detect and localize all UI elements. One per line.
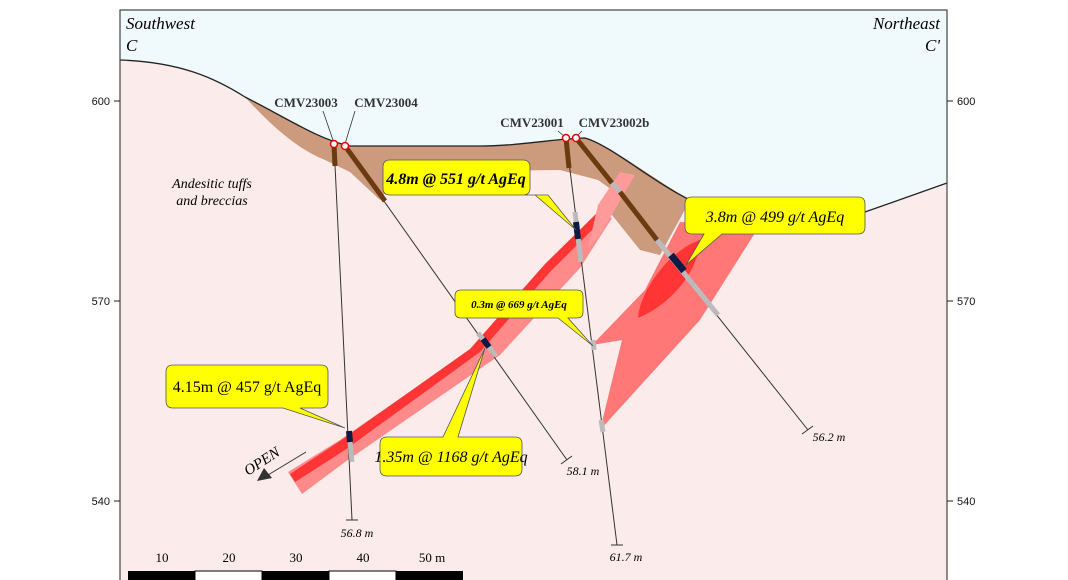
callout-4-8m: 4.8m @ 551 g/t AgEq	[382, 159, 577, 231]
callout-text: 3.8m @ 499 g/t AgEq	[705, 209, 844, 226]
tick-label-540-right: 540	[957, 496, 975, 508]
scale-tick-30: 30	[290, 550, 303, 565]
depth-cmv23001: 61.7 m	[610, 550, 643, 564]
overburden-layer	[245, 97, 690, 255]
vein-halo-upper	[588, 172, 635, 248]
scale-tick-20: 20	[223, 550, 236, 565]
tick-label-600-right: 600	[957, 96, 975, 108]
lithology-label-line1: Andesitic tuffs	[171, 177, 252, 192]
hole-label-cmv23002b: CMV23002b	[579, 115, 650, 130]
section-frame	[119, 9, 948, 580]
vein-core-main	[290, 212, 600, 482]
callout-text: 1.35m @ 1168 g/t AgEq	[374, 449, 527, 466]
hole-label-cmv23004: CMV23004	[354, 95, 418, 110]
callout-1-35m: 1.35m @ 1168 g/t AgEq	[374, 347, 528, 477]
callout-4-15m: 4.15m @ 457 g/t AgEq	[165, 364, 346, 429]
section-label-c-prime: C'	[925, 36, 940, 55]
scale-tick-40: 40	[357, 550, 370, 565]
hole-label-cmv23001: CMV23001	[500, 115, 564, 130]
elevation-axis-right: 600 570 540	[947, 96, 975, 508]
callout-3-8m: 3.8m @ 499 g/t AgEq	[684, 196, 866, 266]
lithology-label-line2: and breccias	[176, 194, 248, 209]
depth-cmv23002b: 56.2 m	[813, 430, 846, 444]
scale-tick-50m: 50 m	[419, 550, 445, 565]
arrowhead-icon	[257, 468, 272, 481]
direction-northeast: Northeast	[872, 14, 941, 33]
drillhole-cmv23002b	[571, 130, 814, 435]
vein-halo-right	[592, 222, 760, 430]
tick-label-600: 600	[92, 96, 110, 108]
direction-southwest: Southwest	[126, 14, 196, 33]
callout-text: 4.15m @ 457 g/t AgEq	[173, 379, 322, 396]
scale-tick-10: 10	[156, 550, 169, 565]
elevation-axis-left: 600 570 540	[92, 96, 120, 508]
callout-text: 0.3m @ 669 g/t AgEq	[471, 299, 567, 311]
depth-cmv23004: 58.1 m	[567, 464, 600, 478]
topography-line	[119, 59, 948, 213]
tick-label-570-right: 570	[957, 296, 975, 308]
depth-cmv23003: 56.8 m	[341, 526, 374, 540]
tick-label-570: 570	[92, 296, 110, 308]
vein-core-right	[638, 240, 700, 318]
drillhole-cmv23003	[322, 110, 358, 521]
callout-text: 4.8m @ 551 g/t AgEq	[385, 171, 525, 188]
drillhole-cmv23001	[557, 130, 623, 546]
section-label-c: C	[126, 36, 138, 55]
hole-label-cmv23003: CMV23003	[274, 95, 338, 110]
scale-bar: 10 20 30 40 50 m	[128, 550, 463, 580]
callout-0-3m: 0.3m @ 669 g/t AgEq	[454, 289, 594, 347]
sky-area	[120, 10, 947, 212]
tick-label-540: 540	[92, 496, 110, 508]
